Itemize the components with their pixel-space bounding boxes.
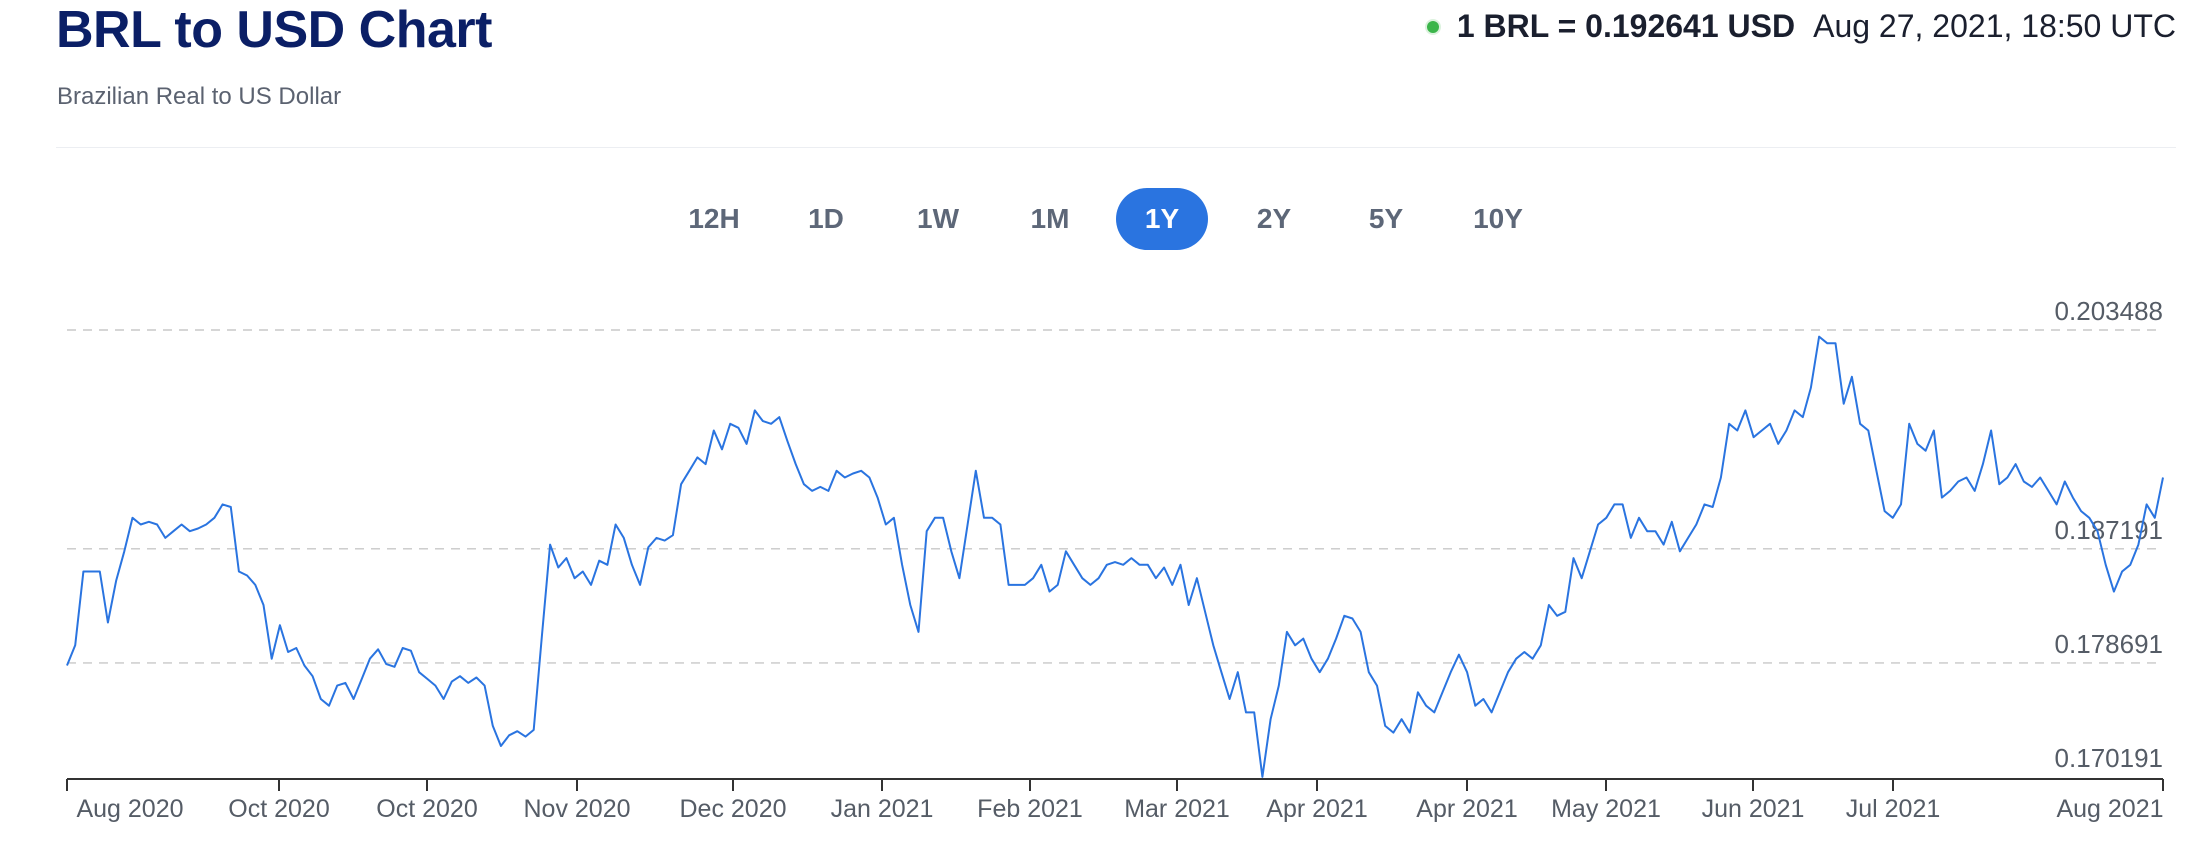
x-axis-label-10: May 2021 (1551, 795, 1661, 823)
x-axis-label-13: Aug 2021 (2056, 795, 2163, 823)
range-tab-1y[interactable]: 1Y (1116, 188, 1208, 250)
range-tab-12h[interactable]: 12H (688, 203, 740, 234)
x-axis-label-8: Apr 2021 (1266, 795, 1367, 823)
header-divider (56, 147, 2176, 148)
page-subtitle: Brazilian Real to US Dollar (57, 83, 342, 110)
y-axis-label-1: 0.187191 (2055, 515, 2163, 545)
x-axis-label-11: Jun 2021 (1702, 795, 1805, 823)
live-status-dot-icon (1426, 20, 1439, 33)
chart-gridlines (67, 329, 2163, 664)
x-axis-label-5: Jan 2021 (831, 795, 934, 823)
x-axis-label-0: Aug 2020 (76, 795, 183, 823)
x-axis-label-9: Apr 2021 (1416, 795, 1517, 823)
range-tab-10y[interactable]: 10Y (1473, 203, 1523, 234)
range-tab-1m[interactable]: 1M (1030, 203, 1070, 234)
x-axis-label-12: Jul 2021 (1846, 795, 1941, 823)
range-tab-1d[interactable]: 1D (808, 203, 844, 234)
x-axis-label-6: Feb 2021 (977, 795, 1083, 823)
range-tab-5y[interactable]: 5Y (1368, 203, 1404, 234)
chart-y-axis-labels: 0.203488 0.187191 0.178691 0.170191 (2055, 296, 2163, 773)
x-axis-label-2: Oct 2020 (376, 795, 477, 823)
x-axis-label-4: Dec 2020 (679, 795, 786, 823)
y-axis-label-2: 0.178691 (2055, 629, 2163, 659)
rate-info: 1 BRL = 0.192641 USD Aug 27, 2021, 18:50… (1426, 8, 2176, 45)
rate-series-line[interactable] (66, 335, 2164, 778)
time-range-tabs: 12H 1D 1W 1M 1Y 2Y 5Y 10Y (0, 188, 2212, 250)
current-rate: 1 BRL = 0.192641 USD (1456, 8, 1796, 44)
y-axis-label-0: 0.203488 (2055, 296, 2163, 326)
range-tab-2y[interactable]: 2Y (1256, 203, 1292, 234)
chart-line-layer (66, 335, 2164, 778)
page-title: BRL to USD Chart (56, 1, 492, 59)
x-axis-label-1: Oct 2020 (228, 795, 329, 823)
rate-timestamp: Aug 27, 2021, 18:50 UTC (1813, 8, 2176, 44)
chart-x-axis: Aug 2020 Oct 2020 Oct 2020 Nov 2020 Dec 2020… (66, 778, 2164, 823)
x-axis-label-7: Mar 2021 (1124, 795, 1230, 823)
y-axis-label-3: 0.170191 (2055, 743, 2163, 773)
x-axis-label-3: Nov 2020 (523, 795, 630, 823)
range-tab-1w[interactable]: 1W (917, 203, 959, 234)
